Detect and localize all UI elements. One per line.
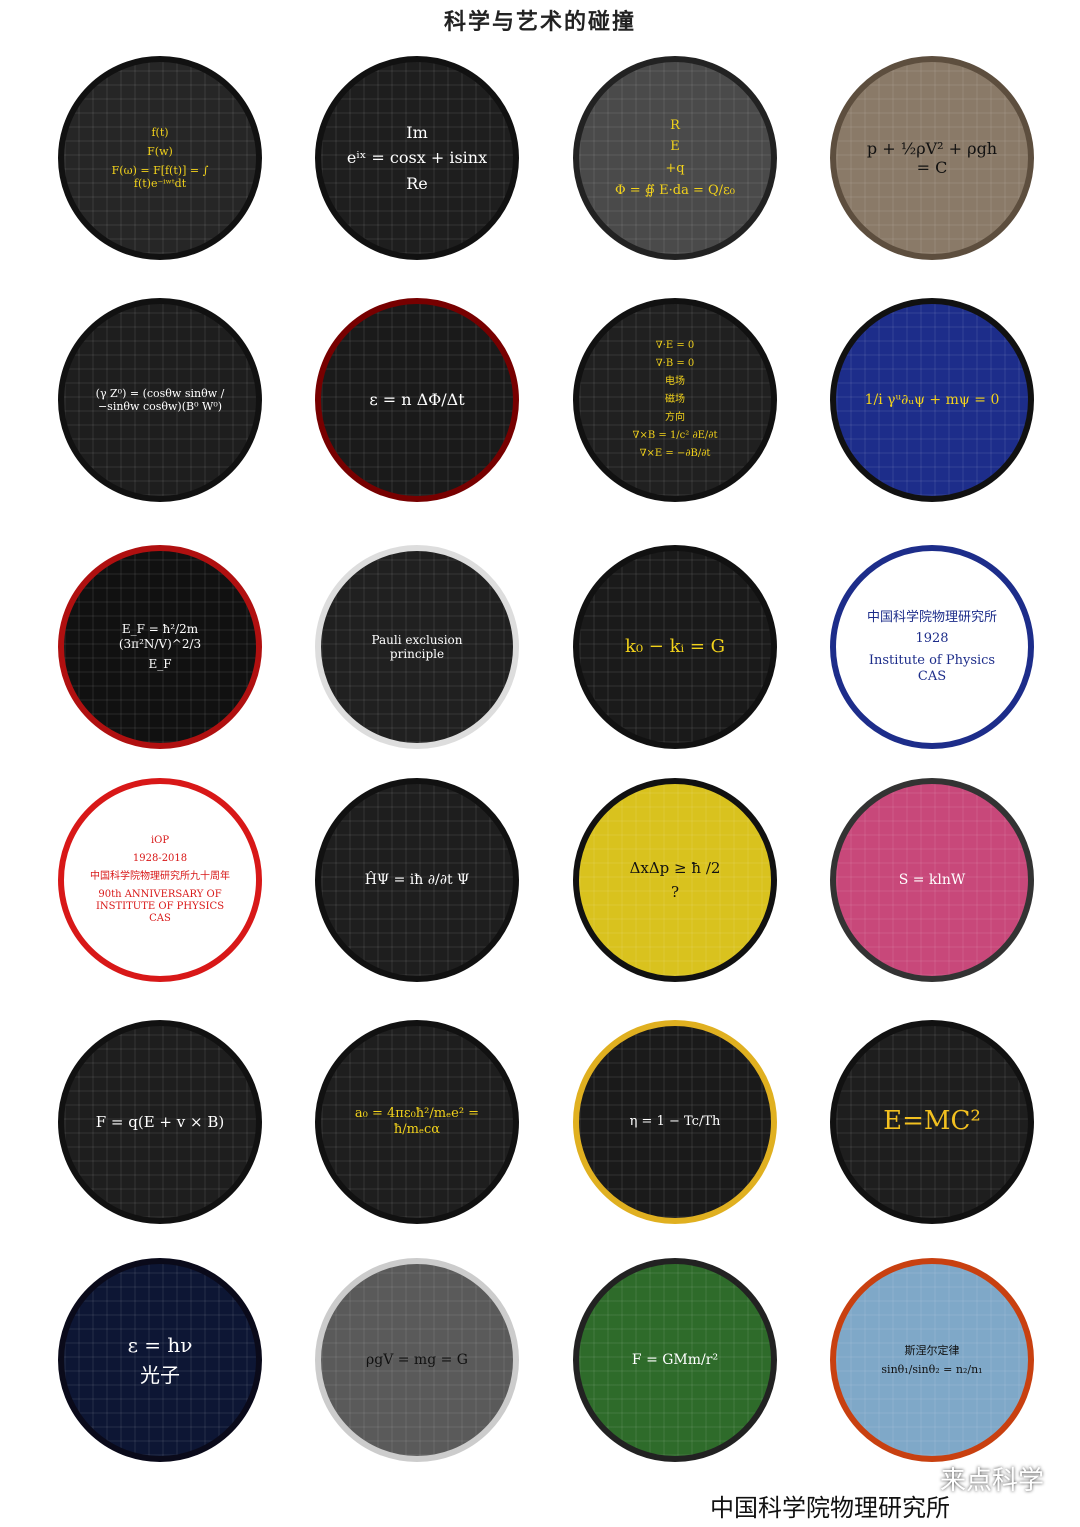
cover-text: ? <box>670 883 680 901</box>
cover-text: 1928-2018 <box>132 853 188 864</box>
cover-text: ∇·B = 0 <box>655 358 695 369</box>
manhole-cover: 1/i γᵘ∂ᵤψ + mψ = 0 <box>830 298 1034 502</box>
manhole-cover: F = GMm/r² <box>573 1258 777 1462</box>
cover-text: f(t) <box>151 125 169 139</box>
manhole-cover: a₀ = 4πε₀ħ²/mₑe² = ħ/mₑcα <box>315 1020 519 1224</box>
cover-text: eⁱˣ = cosx + isinx <box>346 148 488 168</box>
cover-text: F(ω) = F[f(t)] = ∫ f(t)e⁻ⁱʷᵗdt <box>111 164 209 191</box>
cover-text: 光子 <box>140 1363 180 1387</box>
cover-text: ε = n ΔΦ/Δt <box>369 390 465 410</box>
manhole-cover: iOP 1928-2018 中国科学院物理研究所九十周年 90th ANNIVERSA… <box>58 778 262 982</box>
manhole-cover: (γ Z⁰) = (cosθw sinθw / −sinθw cosθw)(B⁰… <box>58 298 262 502</box>
cover-text: p + ½ρV² + ρgh = C <box>866 138 998 177</box>
cover-text: ε = hν <box>127 1333 193 1357</box>
cover-text: Re <box>406 173 428 193</box>
manhole-cover: E=MC² <box>830 1020 1034 1224</box>
manhole-cover: Im eⁱˣ = cosx + isinx Re <box>315 56 519 260</box>
manhole-cover: F = q(E + v × B) <box>58 1020 262 1224</box>
cover-text: 1928 <box>915 631 949 647</box>
manhole-cover: S = klnW <box>830 778 1034 982</box>
manhole-cover: ρgV = mg = G <box>315 1258 519 1462</box>
cover-text: Pauli exclusion principle <box>371 632 463 661</box>
cover-text: E <box>670 139 680 155</box>
cover-text: Institute of Physics CAS <box>868 653 996 684</box>
manhole-cover: η = 1 − Tc/Th <box>573 1020 777 1224</box>
cover-text: 1/i γᵘ∂ᵤψ + mψ = 0 <box>864 391 1000 408</box>
cover-text: a₀ = 4πε₀ħ²/mₑe² = ħ/mₑcα <box>354 1106 480 1137</box>
cover-text: Im <box>406 123 428 143</box>
cover-text: F = GMm/r² <box>631 1351 719 1368</box>
cover-text: ∇·E = 0 <box>655 340 695 351</box>
cover-text: ∇×B = 1/c² ∂E/∂t <box>632 430 718 441</box>
manhole-cover: E_F = ħ²/2m (3π²N/V)^2/3 E_F <box>58 545 262 749</box>
cover-text: E=MC² <box>883 1106 981 1137</box>
manhole-cover: 斯涅尔定律 sinθ₁/sinθ₂ = n₂/n₁ <box>830 1258 1034 1462</box>
cover-text: η = 1 − Tc/Th <box>629 1114 721 1130</box>
cover-text: 方向 <box>665 412 685 423</box>
cover-text: ∇×E = −∂B/∂t <box>639 448 711 459</box>
cover-text: S = klnW <box>898 871 966 888</box>
manhole-cover: ε = n ΔΦ/Δt <box>315 298 519 502</box>
manhole-cover: ĤΨ = iħ ∂/∂t Ψ <box>315 778 519 982</box>
cover-text: 电场 <box>665 376 685 387</box>
cover-text: F = q(E + v × B) <box>95 1113 225 1131</box>
cover-text: ρgV = mg = G <box>366 1351 468 1368</box>
cover-text: 中国科学院物理研究所 <box>866 609 997 625</box>
footer: 中国科学院物理研究所 <box>710 1494 950 1522</box>
manhole-cover: ∇·E = 0 ∇·B = 0 电场磁场方向 ∇×B = 1/c² ∂E/∂t ∇×E … <box>573 298 777 502</box>
cover-text: iOP <box>150 835 170 846</box>
manhole-cover: Pauli exclusion principle <box>315 545 519 749</box>
cover-text: E_F <box>148 657 172 672</box>
cover-text: ĤΨ = iħ ∂/∂t Ψ <box>364 871 470 888</box>
cover-text: R <box>670 117 680 133</box>
manhole-cover: R E +q Φ = ∯ E·da = Q/ε₀ <box>573 56 777 260</box>
cover-text: (γ Z⁰) = (cosθw sinθw / −sinθw cosθw)(B⁰… <box>95 386 225 413</box>
manhole-cover: p + ½ρV² + ρgh = C <box>830 56 1034 260</box>
cover-text: +q <box>665 161 685 176</box>
manhole-cover: ε = hν 光子 <box>58 1258 262 1462</box>
cover-text: 中国科学院物理研究所九十周年 <box>90 871 230 882</box>
manhole-cover: f(t) F(w) F(ω) = F[f(t)] = ∫ f(t)e⁻ⁱʷᵗdt <box>58 56 262 260</box>
cover-text: ΔxΔp ≥ ħ /2 <box>629 859 721 877</box>
title: 科学与艺术的碰撞 <box>443 10 636 35</box>
manhole-cover: 中国科学院物理研究所 1928 Institute of Physics CAS <box>830 545 1034 749</box>
manhole-cover: ΔxΔp ≥ ħ /2? <box>573 778 777 982</box>
cover-text: 90th ANNIVERSARY OF INSTITUTE OF PHYSICS… <box>95 889 225 924</box>
cover-text: 斯涅尔定律 <box>904 1343 960 1357</box>
cover-text: Φ = ∯ E·da = Q/ε₀ <box>614 182 736 198</box>
cover-text: F(w) <box>147 144 173 158</box>
cover-text: k₀ − kᵢ = G <box>624 636 726 658</box>
watermark: 来点科学 <box>940 1466 1045 1496</box>
cover-text: 磁场 <box>665 394 685 405</box>
manhole-cover: k₀ − kᵢ = G <box>573 545 777 749</box>
cover-text: sinθ₁/sinθ₂ = n₂/n₁ <box>881 1363 983 1376</box>
cover-text: E_F = ħ²/2m (3π²N/V)^2/3 <box>118 622 202 651</box>
